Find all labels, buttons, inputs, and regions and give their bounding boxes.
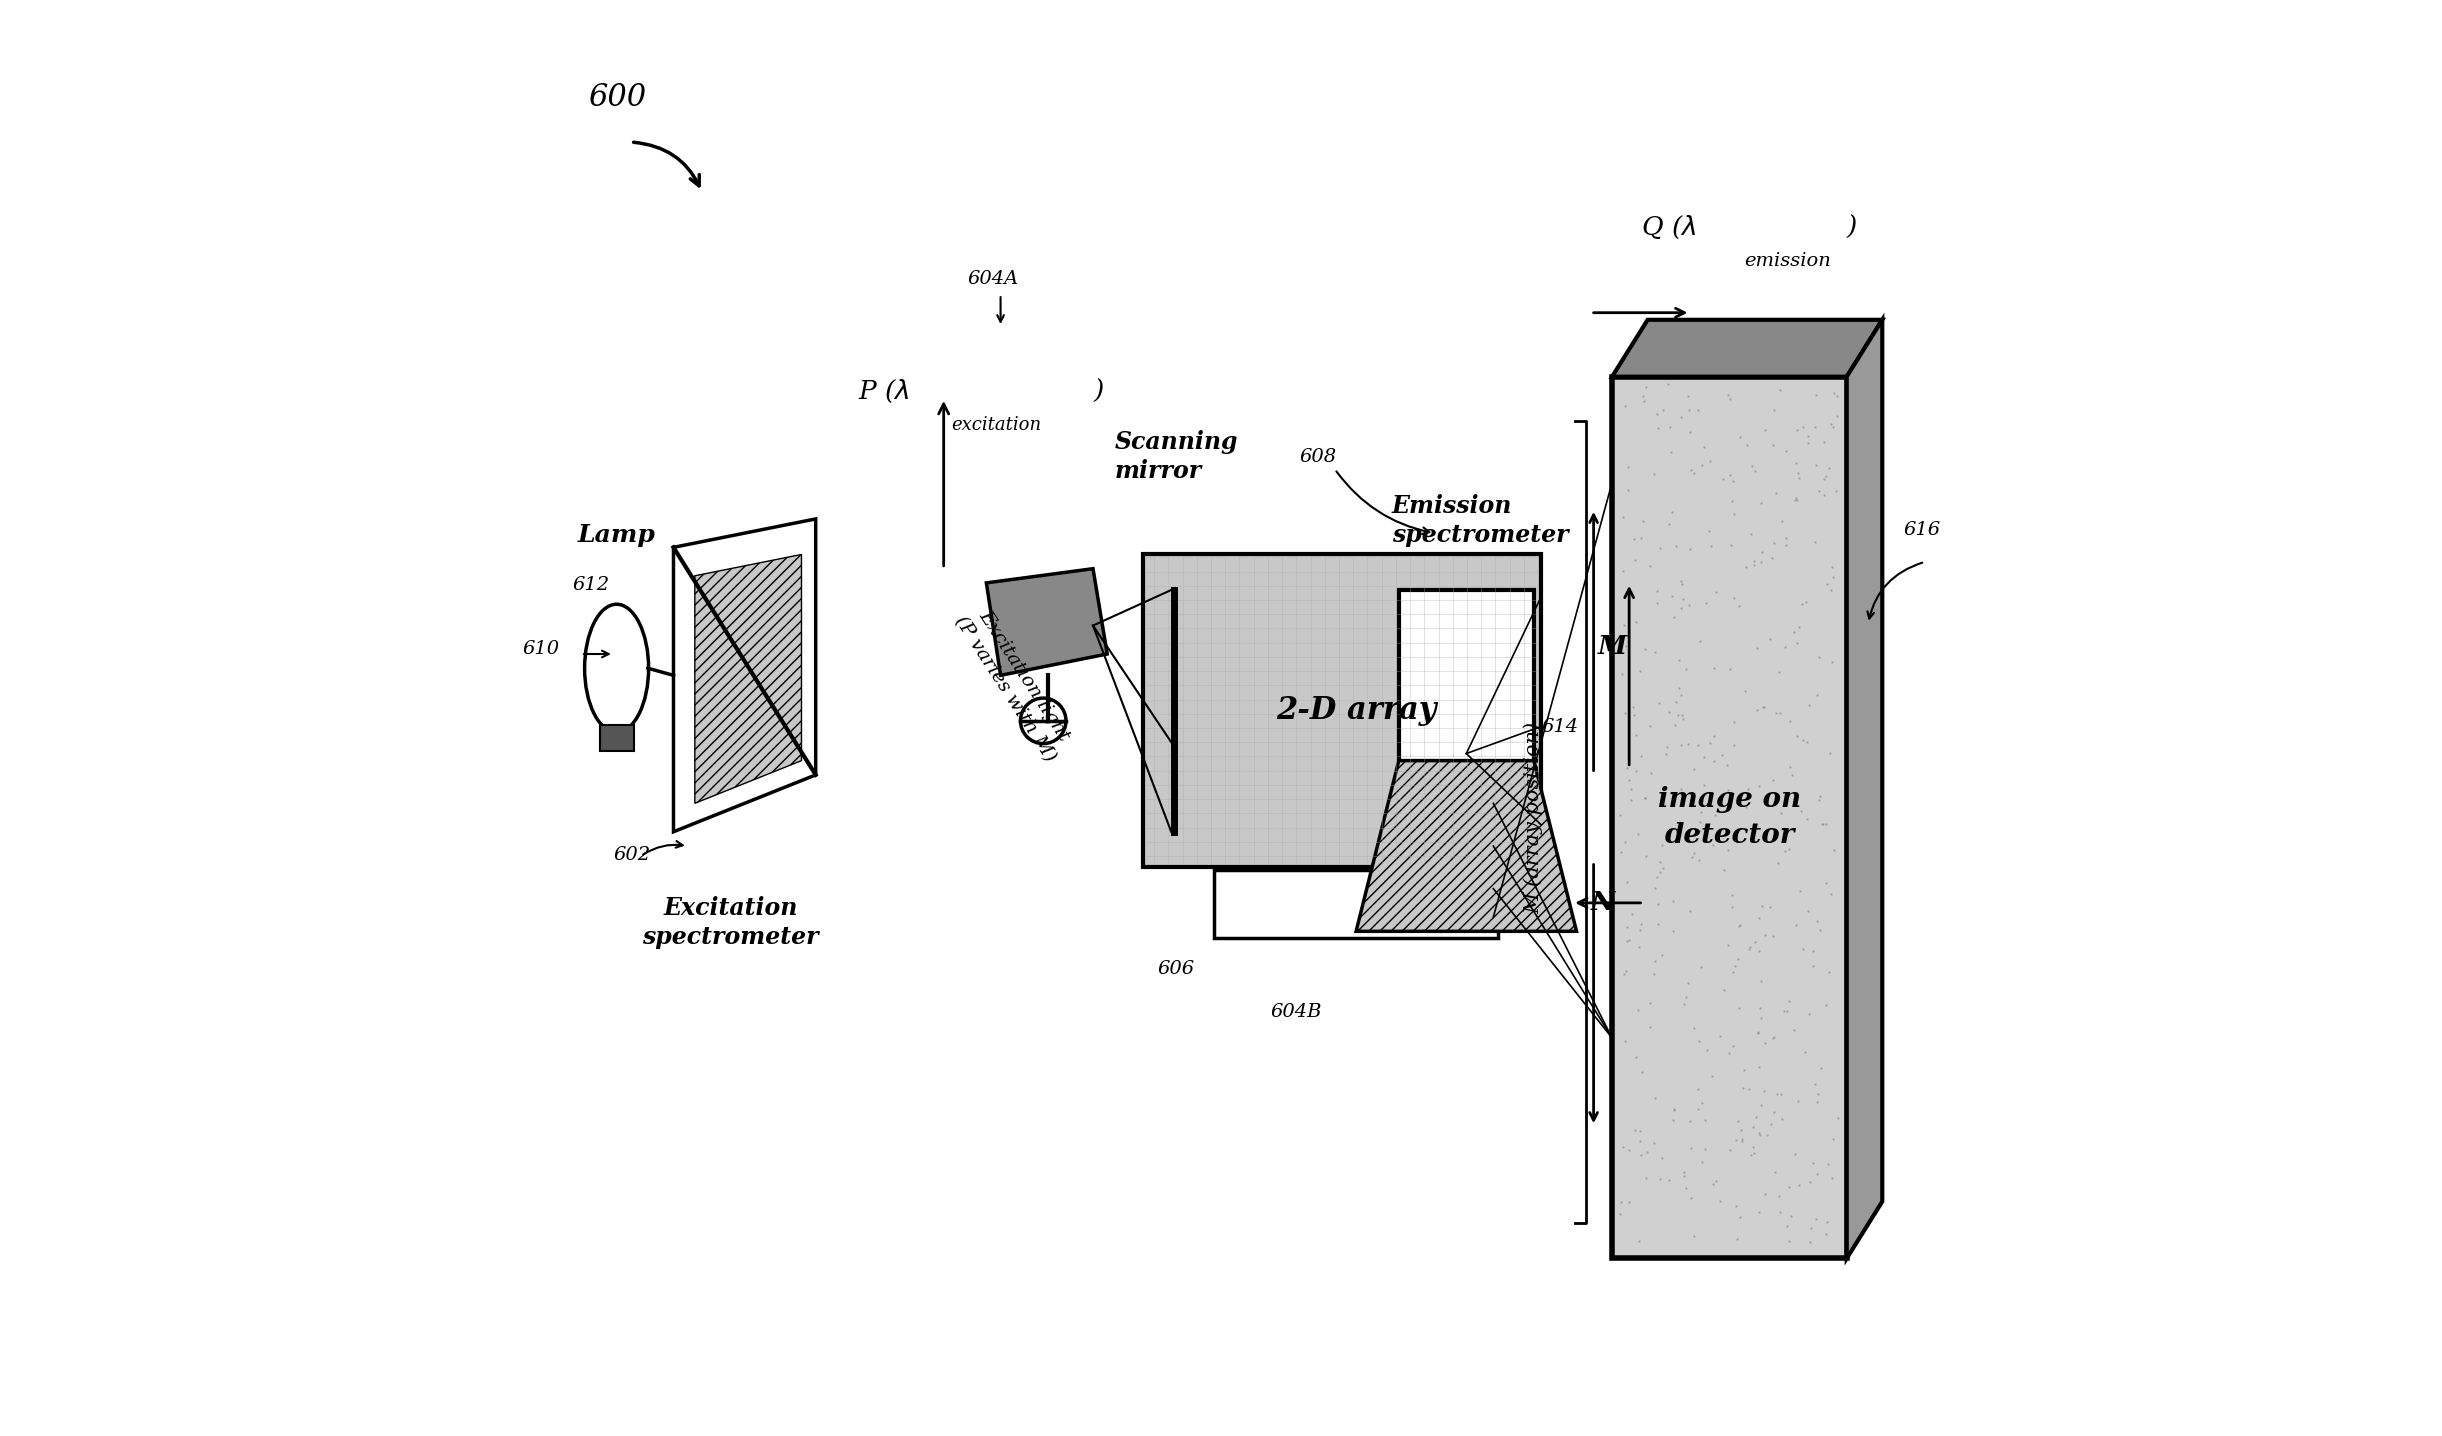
Text: ): ) [1094,379,1104,404]
Polygon shape [1355,761,1578,932]
Circle shape [1021,698,1067,744]
Polygon shape [1612,376,1846,1258]
Bar [601,725,632,751]
Text: P ($\lambda$: P ($\lambda$ [857,378,911,405]
Polygon shape [1612,320,1883,376]
Text: Q ($\lambda$: Q ($\lambda$ [1641,214,1695,241]
Text: 614: 614 [1541,718,1578,737]
Text: 606: 606 [1158,961,1194,978]
Polygon shape [696,554,801,803]
Text: 602: 602 [613,846,652,864]
Text: 2-D array: 2-D array [1275,695,1436,727]
Text: Scanning
mirror: Scanning mirror [1114,429,1238,484]
Text: 600: 600 [589,82,647,113]
Bar [1399,590,1534,761]
Text: 604B: 604B [1270,1002,1321,1021]
Polygon shape [1846,320,1883,1258]
Text: ): ) [1846,214,1856,240]
Text: 610: 610 [523,640,559,658]
Bar [1143,554,1541,867]
Text: 616: 616 [1905,521,1941,540]
Text: emission: emission [1744,251,1832,270]
Text: excitation: excitation [950,416,1040,434]
Text: Excitation
spectrometer: Excitation spectrometer [642,896,818,949]
Text: Excitation light
(P varies with M): Excitation light (P varies with M) [950,600,1079,765]
Text: M: M [1597,635,1626,659]
Text: 612: 612 [571,576,610,595]
Polygon shape [987,569,1106,675]
Ellipse shape [584,605,650,732]
Text: N: N [1590,890,1614,915]
Text: 604A: 604A [967,270,1018,289]
Text: M (array position): M (array position) [1524,721,1543,913]
Text: 608: 608 [1299,448,1336,467]
Text: Emission
spectrometer: Emission spectrometer [1392,494,1568,547]
Polygon shape [674,518,816,831]
Bar [1214,870,1499,939]
Text: Lamp: Lamp [579,523,654,547]
Text: image on
detector: image on detector [1658,787,1800,849]
